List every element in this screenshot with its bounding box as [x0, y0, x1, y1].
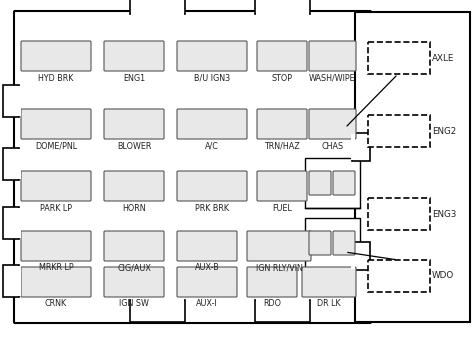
- Text: WDO: WDO: [432, 271, 454, 280]
- FancyBboxPatch shape: [309, 109, 356, 139]
- Text: ENG2: ENG2: [432, 127, 456, 135]
- Bar: [130, 300, 185, 322]
- FancyBboxPatch shape: [104, 171, 164, 201]
- Text: IGN RLY/VIN: IGN RLY/VIN: [255, 263, 302, 272]
- FancyBboxPatch shape: [177, 109, 247, 139]
- Bar: [256, 12, 309, 16]
- FancyBboxPatch shape: [247, 267, 297, 297]
- Bar: [368, 198, 430, 230]
- Bar: [3, 148, 19, 180]
- Bar: [352, 133, 370, 161]
- FancyBboxPatch shape: [177, 41, 247, 71]
- FancyBboxPatch shape: [257, 171, 307, 201]
- FancyBboxPatch shape: [247, 231, 311, 261]
- FancyBboxPatch shape: [104, 41, 164, 71]
- FancyBboxPatch shape: [257, 109, 307, 139]
- Bar: [305, 218, 360, 268]
- Bar: [305, 158, 360, 208]
- FancyBboxPatch shape: [14, 11, 371, 323]
- FancyBboxPatch shape: [309, 231, 331, 255]
- FancyBboxPatch shape: [309, 171, 331, 195]
- Bar: [130, 0, 185, 14]
- Text: B/U IGN3: B/U IGN3: [194, 74, 230, 83]
- Text: BLOWER: BLOWER: [117, 142, 151, 151]
- FancyBboxPatch shape: [333, 231, 355, 255]
- Text: MRKR LP: MRKR LP: [39, 263, 73, 272]
- FancyBboxPatch shape: [21, 267, 91, 297]
- Bar: [255, 0, 310, 14]
- FancyBboxPatch shape: [302, 267, 356, 297]
- Bar: [368, 42, 430, 74]
- Bar: [3, 265, 19, 297]
- Text: AUX-I: AUX-I: [196, 299, 218, 308]
- Bar: [351, 134, 355, 160]
- Bar: [368, 115, 430, 147]
- FancyBboxPatch shape: [21, 41, 91, 71]
- Text: ENG3: ENG3: [432, 210, 456, 219]
- Text: AUX-B: AUX-B: [195, 263, 219, 272]
- Bar: [256, 298, 309, 302]
- FancyBboxPatch shape: [177, 171, 247, 201]
- FancyBboxPatch shape: [104, 231, 164, 261]
- Text: TRN/HAZ: TRN/HAZ: [264, 142, 300, 151]
- Text: CRNK: CRNK: [45, 299, 67, 308]
- Text: RDO: RDO: [263, 299, 281, 308]
- Text: CHAS: CHAS: [321, 142, 344, 151]
- FancyBboxPatch shape: [104, 109, 164, 139]
- Bar: [351, 243, 355, 269]
- Bar: [255, 300, 310, 322]
- FancyBboxPatch shape: [104, 267, 164, 297]
- Text: AXLE: AXLE: [432, 53, 455, 62]
- Bar: [17, 149, 21, 179]
- FancyBboxPatch shape: [309, 41, 356, 71]
- Text: A/C: A/C: [205, 142, 219, 151]
- Bar: [131, 12, 184, 16]
- FancyBboxPatch shape: [177, 231, 237, 261]
- Bar: [17, 266, 21, 296]
- Text: PARK LP: PARK LP: [40, 203, 72, 212]
- Text: HORN: HORN: [122, 203, 146, 212]
- Bar: [3, 207, 19, 239]
- Bar: [368, 260, 430, 292]
- Text: DR LK: DR LK: [317, 299, 341, 308]
- Bar: [3, 85, 19, 117]
- FancyBboxPatch shape: [21, 109, 91, 139]
- Text: HYD BRK: HYD BRK: [38, 74, 73, 83]
- Text: IGN SW: IGN SW: [119, 299, 149, 308]
- Text: DOME/PNL: DOME/PNL: [35, 142, 77, 151]
- FancyBboxPatch shape: [21, 231, 91, 261]
- Text: FUEL: FUEL: [272, 203, 292, 212]
- Text: PRK BRK: PRK BRK: [195, 203, 229, 212]
- Bar: [131, 298, 184, 302]
- Bar: [17, 86, 21, 116]
- Bar: [17, 208, 21, 238]
- FancyBboxPatch shape: [21, 171, 91, 201]
- Text: CIG/AUX: CIG/AUX: [117, 263, 151, 272]
- FancyBboxPatch shape: [177, 267, 237, 297]
- Text: WASH/WIPE: WASH/WIPE: [309, 74, 356, 83]
- Text: ENG1: ENG1: [123, 74, 145, 83]
- FancyBboxPatch shape: [257, 41, 307, 71]
- FancyBboxPatch shape: [333, 171, 355, 195]
- Text: STOP: STOP: [272, 74, 292, 83]
- Bar: [352, 242, 370, 270]
- Bar: [355, 12, 470, 322]
